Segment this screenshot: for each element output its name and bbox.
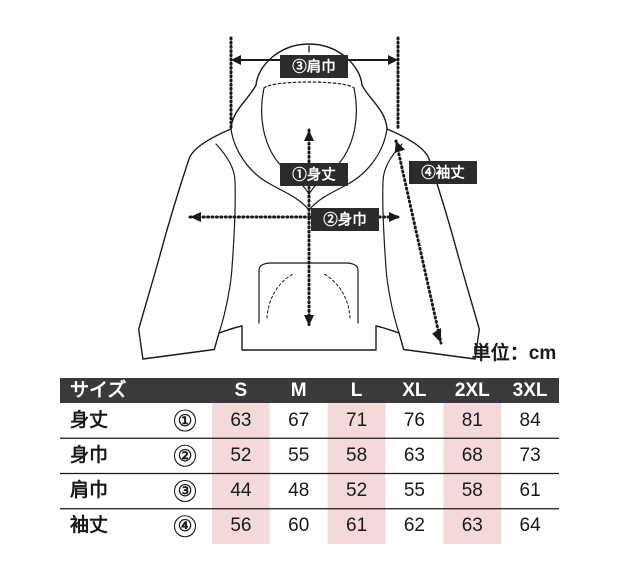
svg-text:L: L (351, 380, 363, 401)
svg-text:63: 63 (404, 445, 425, 466)
svg-text:身丈: 身丈 (70, 408, 108, 431)
svg-text:②: ② (178, 448, 192, 465)
svg-text:58: 58 (346, 445, 367, 466)
svg-text:52: 52 (346, 480, 367, 501)
svg-text:S: S (235, 380, 248, 401)
svg-text:④袖丈: ④袖丈 (421, 164, 465, 182)
svg-text:63: 63 (462, 515, 483, 536)
svg-text:55: 55 (288, 445, 309, 466)
svg-text:肩巾: 肩巾 (70, 478, 108, 501)
svg-text:④: ④ (178, 518, 192, 535)
svg-text:①身丈: ①身丈 (292, 166, 336, 184)
svg-text:③: ③ (178, 483, 192, 500)
svg-text:サイズ: サイズ (70, 378, 126, 401)
svg-text:①: ① (178, 413, 192, 430)
svg-text:61: 61 (346, 515, 367, 536)
svg-text:②身巾: ②身巾 (323, 211, 367, 229)
svg-text:52: 52 (230, 445, 251, 466)
svg-text:55: 55 (404, 480, 425, 501)
svg-text:64: 64 (520, 515, 542, 536)
svg-text:61: 61 (520, 480, 541, 501)
svg-text:XL: XL (402, 380, 427, 401)
svg-text:M: M (291, 380, 307, 401)
svg-text:67: 67 (288, 410, 309, 431)
svg-text:84: 84 (520, 410, 542, 431)
svg-text:56: 56 (230, 515, 251, 536)
svg-text:身巾: 身巾 (70, 443, 108, 466)
svg-text:44: 44 (230, 480, 252, 501)
svg-text:袖丈: 袖丈 (70, 513, 108, 536)
svg-text:71: 71 (346, 410, 367, 431)
svg-text:68: 68 (462, 445, 483, 466)
svg-text:62: 62 (404, 515, 425, 536)
svg-text:60: 60 (288, 515, 309, 536)
svg-text:単位：cm: 単位：cm (472, 341, 556, 364)
svg-text:73: 73 (520, 445, 541, 466)
svg-text:3XL: 3XL (513, 380, 548, 401)
svg-text:76: 76 (404, 410, 425, 431)
svg-text:63: 63 (230, 410, 251, 431)
svg-text:48: 48 (288, 480, 309, 501)
svg-text:③肩巾: ③肩巾 (292, 58, 336, 76)
svg-text:2XL: 2XL (455, 380, 490, 401)
svg-text:81: 81 (462, 410, 483, 431)
svg-text:58: 58 (462, 480, 483, 501)
